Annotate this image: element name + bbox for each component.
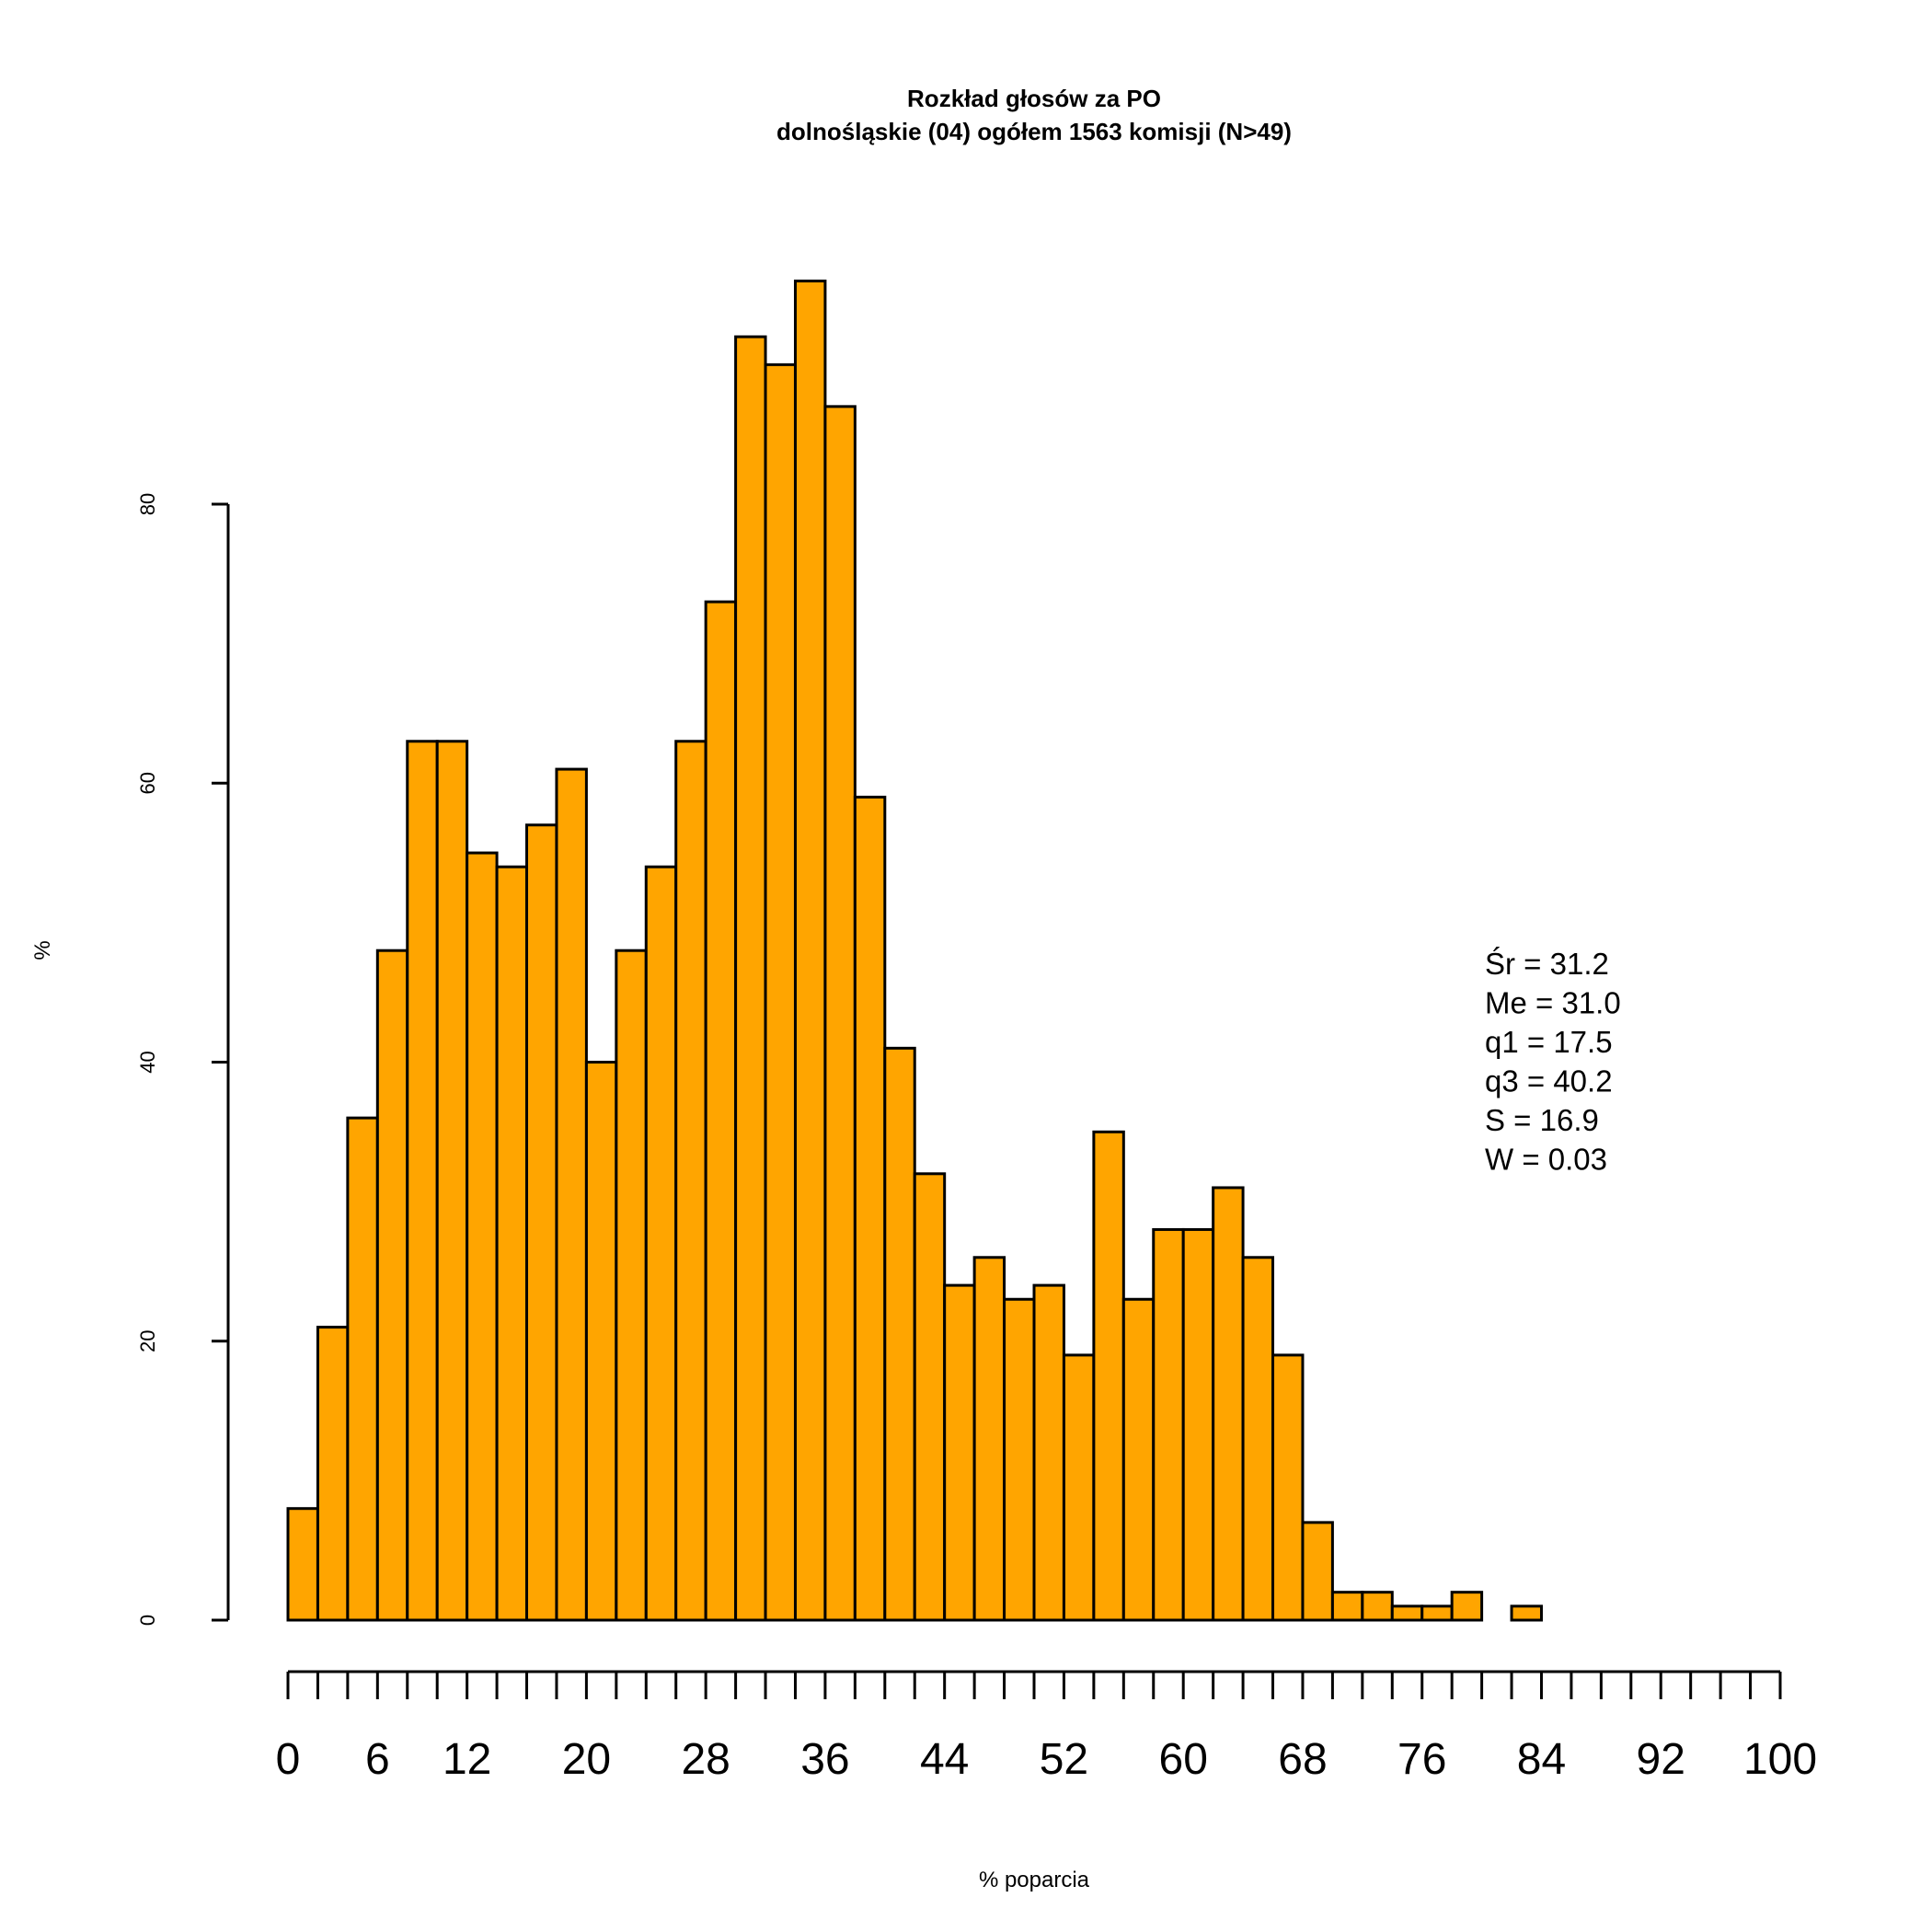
histogram-bar xyxy=(972,1256,1006,1622)
histogram-bar xyxy=(1390,1604,1424,1622)
chart-subtitle: dolnośląskie (04) ogółem 1563 komisji (N… xyxy=(776,118,1292,145)
x-tick-label: 52 xyxy=(1040,1735,1088,1784)
histogram-bar xyxy=(734,335,767,1622)
histogram-bar xyxy=(1181,1227,1215,1622)
stat-line: S = 16.9 xyxy=(1485,1103,1599,1137)
x-tick-label: 44 xyxy=(920,1735,969,1784)
histogram-bar xyxy=(1152,1227,1185,1622)
histogram-bar xyxy=(1361,1591,1394,1622)
x-tick-label: 76 xyxy=(1397,1735,1446,1784)
summary-stats: Śr = 31.2 Me = 31.0 q1 = 17.5 q3 = 40.2 S = … xyxy=(1485,946,1621,1177)
histogram-bar xyxy=(883,1046,916,1622)
x-tick-label: 0 xyxy=(276,1735,301,1784)
y-axis-label: % xyxy=(30,940,55,960)
histogram-bar xyxy=(555,767,588,1622)
histogram-bar xyxy=(406,740,439,1622)
bars-group xyxy=(286,279,1543,1622)
histogram-bar xyxy=(1330,1591,1364,1622)
histogram-bar xyxy=(1032,1283,1065,1622)
y-axis-ticks: 0 20 40 60 80 xyxy=(136,493,228,1626)
histogram-bar xyxy=(644,865,678,1622)
stat-line: Me = 31.0 xyxy=(1485,986,1621,1020)
histogram-bar xyxy=(1450,1591,1484,1622)
histogram-bar xyxy=(1420,1604,1454,1622)
x-tick-label: 68 xyxy=(1278,1735,1327,1784)
y-tick-label: 20 xyxy=(136,1330,159,1352)
histogram-bar xyxy=(853,795,887,1622)
histogram-bar xyxy=(704,600,738,1622)
histogram-bar xyxy=(286,1507,319,1622)
histogram-bar xyxy=(316,1326,350,1622)
x-tick-label: 100 xyxy=(1743,1735,1817,1784)
x-tick-label: 84 xyxy=(1517,1735,1566,1784)
histogram-bar xyxy=(435,740,469,1622)
histogram-bar xyxy=(1510,1604,1543,1622)
histogram-bar xyxy=(615,949,648,1622)
histogram-bar xyxy=(375,949,409,1622)
y-tick-label: 0 xyxy=(136,1615,159,1626)
histogram-bar xyxy=(823,405,857,1622)
histogram-bar xyxy=(1092,1130,1125,1622)
chart-title: Rozkład głosów za PO xyxy=(907,85,1161,112)
histogram-bar xyxy=(1121,1297,1156,1622)
x-tick-label: 12 xyxy=(443,1735,491,1784)
x-tick-label: 20 xyxy=(562,1735,611,1784)
stat-line: q1 = 17.5 xyxy=(1485,1025,1613,1059)
stat-line: q3 = 40.2 xyxy=(1485,1064,1613,1098)
x-tick-label: 92 xyxy=(1637,1735,1685,1784)
histogram-bar xyxy=(1062,1353,1096,1622)
histogram-bar xyxy=(764,362,797,1622)
histogram-bar xyxy=(495,865,529,1622)
x-tick-label: 28 xyxy=(681,1735,730,1784)
histogram-bar xyxy=(793,279,827,1622)
histogram-bar xyxy=(1241,1256,1275,1622)
histogram-bar xyxy=(943,1283,976,1622)
histogram-bar xyxy=(674,740,707,1622)
histogram-bar xyxy=(1271,1353,1305,1622)
x-tick-label: 60 xyxy=(1159,1735,1208,1784)
histogram-bar xyxy=(584,1061,618,1622)
histogram-bar xyxy=(525,823,558,1622)
x-axis-ticks: 0 6 12 20 28 36 44 52 60 68 76 84 92 100 xyxy=(276,1672,1817,1784)
histogram-bar xyxy=(1003,1297,1036,1622)
histogram-bar xyxy=(1212,1186,1245,1622)
y-tick-label: 40 xyxy=(136,1051,159,1073)
x-axis-label: % poparcia xyxy=(979,1868,1090,1892)
histogram-bar xyxy=(1301,1521,1334,1622)
histogram-bar xyxy=(346,1116,379,1622)
histogram-bar xyxy=(466,851,499,1622)
stat-line: W = 0.03 xyxy=(1485,1143,1607,1177)
x-tick-label: 6 xyxy=(365,1735,390,1784)
y-tick-label: 80 xyxy=(136,493,159,515)
stat-line: Śr = 31.2 xyxy=(1485,946,1609,981)
histogram-bar xyxy=(913,1172,947,1622)
x-tick-label: 36 xyxy=(800,1735,849,1784)
y-tick-label: 60 xyxy=(136,772,159,794)
